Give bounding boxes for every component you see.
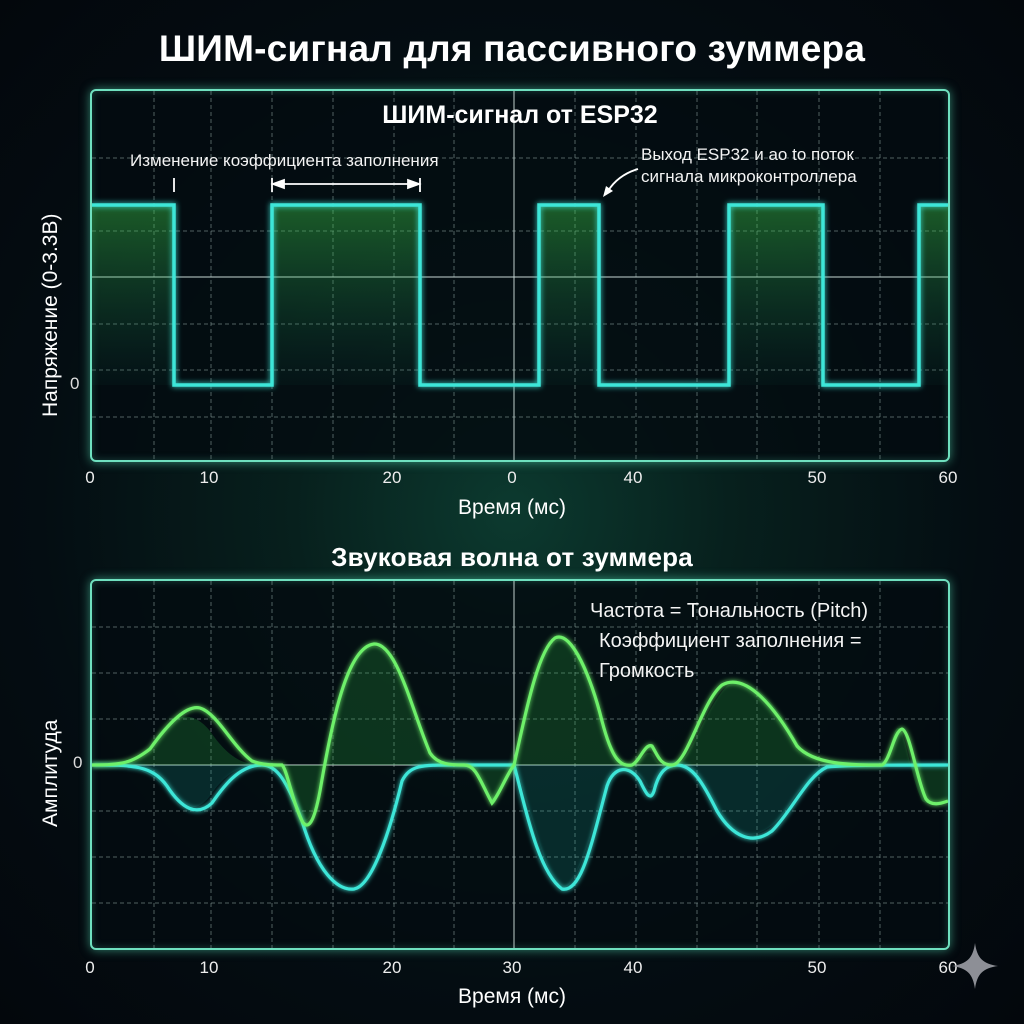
- x-tick: 0: [85, 958, 95, 977]
- x-tick: 10: [199, 958, 219, 977]
- legend-pitch: Частота = Тональность (Pitch): [590, 600, 869, 622]
- output-annotation-line2: сигнала микроконтроллера: [641, 167, 857, 186]
- pwm-y-axis-label: Напряжение (0-3.3В): [39, 213, 62, 417]
- sound-wave-plot: [92, 581, 948, 948]
- duty-cycle-arrow: [173, 178, 422, 192]
- pwm-signal-line: [92, 203, 948, 387]
- x-tick: 0: [507, 468, 517, 487]
- cyan-wave-line: [92, 763, 948, 891]
- pwm-x-axis-label: Время (мс): [458, 496, 566, 519]
- curved-arrow-icon: [603, 168, 639, 197]
- legend-duty-cycle: Коэффициент заполнения =: [599, 630, 862, 652]
- x-tick: 30: [502, 958, 522, 977]
- pwm-y-zero-label: 0: [70, 374, 80, 393]
- sparkle-icon: [952, 943, 998, 989]
- x-tick: 10: [199, 468, 219, 487]
- x-tick: 0: [85, 468, 95, 487]
- sound-wave-title: Звуковая волна от зуммера: [331, 542, 693, 572]
- x-tick: 20: [382, 958, 402, 977]
- main-title: ШИМ-сигнал для пассивного зуммера: [158, 28, 866, 69]
- pwm-chart-panel: ШИМ-сигнал от ESP32 Изменение коэффициен…: [90, 89, 950, 462]
- x-tick: 50: [807, 468, 827, 487]
- pwm-chart-subtitle: ШИМ-сигнал от ESP32: [382, 101, 658, 129]
- pwm-plot: [92, 91, 948, 460]
- wave-y-zero-label: 0: [73, 753, 83, 772]
- x-tick: 20: [382, 468, 402, 487]
- x-tick: 40: [623, 958, 643, 977]
- wave-x-axis-label: Время (мс): [458, 985, 566, 1008]
- legend-volume: Громкость: [599, 660, 695, 682]
- x-tick: 60: [938, 958, 958, 977]
- sound-wave-panel: Частота = Тональность (Pitch) Коэффициен…: [90, 579, 950, 950]
- x-tick: 40: [623, 468, 643, 487]
- green-wave-line: [92, 635, 948, 827]
- x-tick: 50: [807, 958, 827, 977]
- x-tick: 60: [938, 468, 958, 487]
- wave-y-axis-label: Амплитуда: [39, 719, 62, 827]
- duty-cycle-annotation: Изменение коэффициента заполнения: [130, 151, 439, 170]
- output-annotation-line1: Выход ESP32 и ао to поток: [641, 145, 854, 164]
